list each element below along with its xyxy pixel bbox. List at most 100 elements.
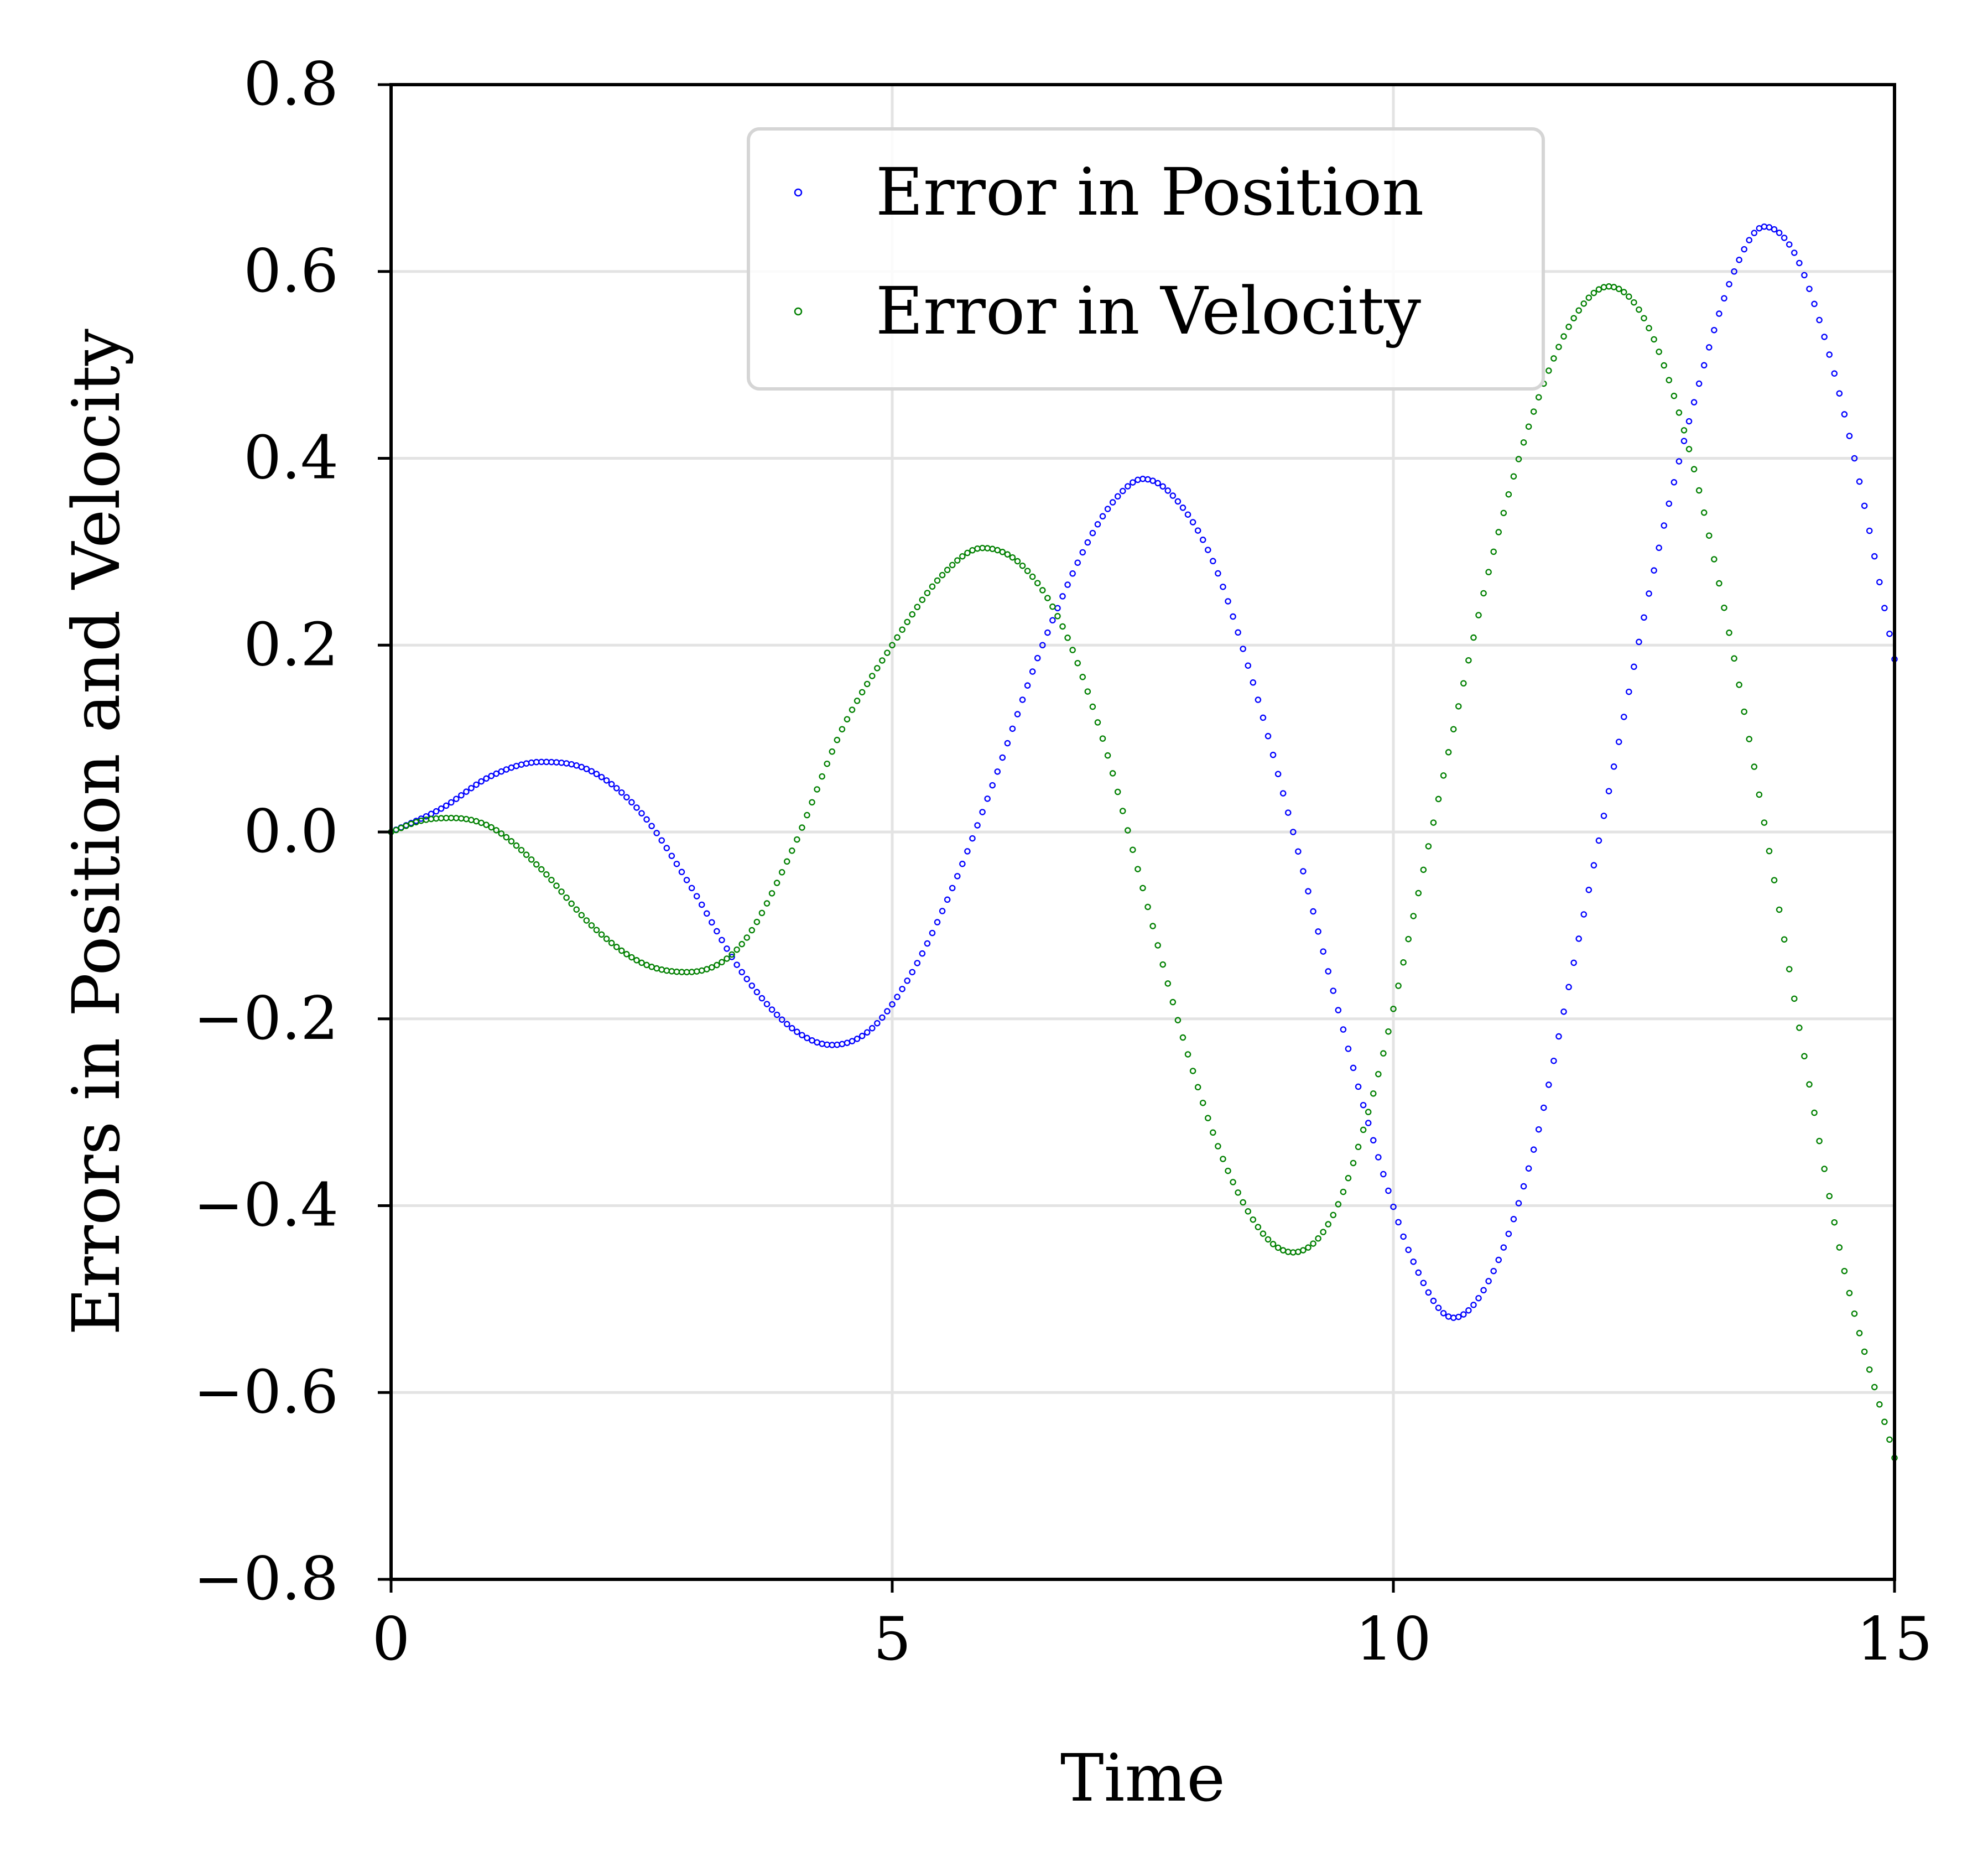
data-point-velocity bbox=[1811, 1109, 1818, 1116]
data-point-position bbox=[1305, 888, 1312, 895]
data-point-position bbox=[447, 799, 455, 806]
legend-label-velocity: Error in Velocity bbox=[876, 273, 1421, 349]
data-point-position bbox=[1751, 230, 1758, 236]
data-point-velocity bbox=[598, 931, 605, 938]
data-point-velocity bbox=[1274, 1244, 1282, 1251]
data-point-velocity bbox=[894, 634, 901, 641]
data-point-velocity bbox=[1505, 491, 1512, 498]
data-point-velocity bbox=[1340, 1188, 1347, 1195]
data-point-velocity bbox=[518, 846, 525, 854]
data-point-velocity bbox=[1179, 1034, 1186, 1041]
data-point-velocity bbox=[1661, 362, 1667, 369]
data-point-velocity bbox=[1786, 966, 1793, 972]
data-point-position bbox=[743, 976, 751, 982]
data-point-velocity bbox=[638, 959, 645, 966]
data-point-position bbox=[678, 869, 685, 876]
data-point-velocity bbox=[874, 665, 881, 672]
data-point-velocity bbox=[924, 590, 931, 596]
data-point-position bbox=[493, 770, 500, 777]
data-point-velocity bbox=[1245, 1208, 1252, 1215]
data-point-velocity bbox=[1856, 1330, 1863, 1336]
data-point-position bbox=[1530, 1146, 1537, 1153]
data-point-position bbox=[1184, 511, 1191, 518]
data-point-velocity bbox=[1876, 1401, 1883, 1408]
data-point-position bbox=[1560, 1008, 1567, 1015]
data-point-velocity bbox=[1826, 1193, 1833, 1199]
x-tick-label: 5 bbox=[873, 1605, 912, 1674]
data-point-position bbox=[1871, 553, 1878, 560]
data-point-position bbox=[1169, 492, 1177, 499]
data-point-velocity bbox=[1104, 752, 1111, 759]
data-point-position bbox=[1064, 581, 1071, 588]
data-point-position bbox=[433, 808, 440, 815]
data-point-position bbox=[1385, 1187, 1392, 1194]
data-point-velocity bbox=[1154, 942, 1161, 949]
data-point-position bbox=[1315, 928, 1321, 935]
data-point-position bbox=[693, 893, 700, 899]
data-point-position bbox=[1159, 483, 1166, 490]
data-point-position bbox=[959, 860, 966, 867]
data-point-position bbox=[1495, 1256, 1502, 1263]
data-point-velocity bbox=[1159, 961, 1166, 968]
data-point-position bbox=[1876, 579, 1883, 586]
data-point-velocity bbox=[1831, 1219, 1838, 1226]
data-point-velocity bbox=[1445, 749, 1452, 756]
data-point-velocity bbox=[593, 927, 600, 933]
data-point-velocity bbox=[1099, 735, 1106, 742]
data-point-position bbox=[1410, 1258, 1417, 1265]
data-point-velocity bbox=[1430, 819, 1437, 826]
data-point-position bbox=[1520, 1183, 1527, 1190]
data-point-position bbox=[858, 1032, 866, 1039]
data-point-position bbox=[1360, 1101, 1367, 1109]
data-point-position bbox=[1791, 249, 1798, 256]
data-point-velocity bbox=[478, 819, 485, 826]
data-point-position bbox=[663, 845, 670, 851]
data-point-velocity bbox=[1395, 982, 1402, 989]
data-point-velocity bbox=[1651, 336, 1657, 343]
data-point-velocity bbox=[1711, 556, 1718, 563]
data-point-velocity bbox=[603, 935, 610, 942]
data-point-position bbox=[929, 929, 936, 937]
data-point-velocity bbox=[563, 894, 570, 901]
data-point-position bbox=[1550, 1057, 1557, 1064]
data-point-position bbox=[1084, 539, 1091, 546]
data-point-velocity bbox=[1861, 1348, 1868, 1355]
data-point-velocity bbox=[1300, 1247, 1307, 1254]
x-tick-label: 0 bbox=[372, 1605, 410, 1674]
data-point-position bbox=[1004, 740, 1011, 747]
data-point-position bbox=[1736, 257, 1742, 263]
data-point-position bbox=[468, 784, 475, 792]
data-point-velocity bbox=[1871, 1384, 1878, 1391]
data-point-velocity bbox=[1480, 590, 1487, 597]
data-point-position bbox=[1455, 1313, 1462, 1320]
data-point-velocity bbox=[834, 736, 841, 743]
data-point-velocity bbox=[1084, 688, 1091, 695]
data-point-position bbox=[618, 789, 625, 796]
data-point-velocity bbox=[1114, 788, 1121, 795]
data-point-position bbox=[1866, 527, 1873, 534]
legend-marker-position bbox=[794, 188, 803, 197]
data-point-position bbox=[1695, 380, 1703, 387]
data-point-velocity bbox=[879, 657, 886, 664]
data-point-position bbox=[1220, 584, 1226, 590]
data-point-position bbox=[1125, 483, 1131, 490]
data-point-velocity bbox=[1054, 613, 1061, 620]
data-point-position bbox=[1245, 662, 1252, 669]
data-point-position bbox=[1615, 739, 1622, 745]
data-point-position bbox=[919, 950, 926, 957]
data-point-velocity bbox=[1130, 846, 1136, 853]
data-point-position bbox=[719, 937, 725, 944]
data-point-position bbox=[608, 781, 615, 788]
data-point-velocity bbox=[508, 838, 515, 845]
data-point-position bbox=[783, 1021, 790, 1028]
data-point-velocity bbox=[1174, 1017, 1182, 1023]
data-point-velocity bbox=[623, 951, 630, 958]
data-point-velocity bbox=[573, 906, 580, 913]
data-point-velocity bbox=[503, 834, 510, 841]
data-point-velocity bbox=[1450, 726, 1457, 732]
data-point-velocity bbox=[939, 571, 946, 579]
data-point-position bbox=[603, 777, 610, 784]
data-point-position bbox=[994, 768, 1001, 775]
data-point-position bbox=[1771, 226, 1778, 233]
data-point-velocity bbox=[1675, 409, 1683, 416]
